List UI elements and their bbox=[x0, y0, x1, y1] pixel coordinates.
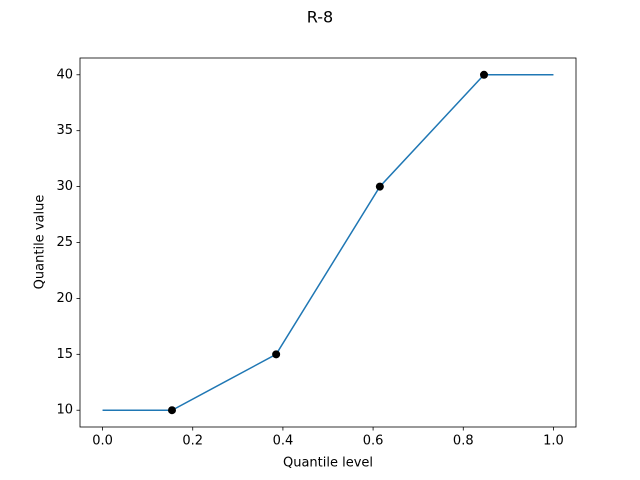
data-point bbox=[272, 350, 281, 359]
y-tick-label: 25 bbox=[56, 235, 73, 250]
y-tick-label: 35 bbox=[56, 123, 73, 138]
plot-frame bbox=[79, 57, 577, 428]
data-point bbox=[480, 70, 489, 79]
x-tick-label: 0.4 bbox=[273, 434, 294, 449]
data-point bbox=[375, 182, 384, 191]
x-tick-label: 0.6 bbox=[363, 434, 384, 449]
x-axis-label: Quantile level bbox=[283, 456, 373, 471]
y-tick-label: 15 bbox=[56, 347, 73, 362]
x-tick-label: 0.2 bbox=[182, 434, 203, 449]
y-tick-label: 20 bbox=[56, 291, 73, 306]
y-tick-label: 30 bbox=[56, 179, 73, 194]
x-tick-label: 0.0 bbox=[92, 434, 113, 449]
x-tick-label: 1.0 bbox=[543, 434, 564, 449]
y-axis-label: Quantile value bbox=[33, 195, 48, 290]
data-point bbox=[167, 406, 176, 415]
y-tick-label: 10 bbox=[56, 403, 73, 418]
chart-title: R-8 bbox=[307, 8, 333, 27]
x-tick-label: 0.8 bbox=[453, 434, 474, 449]
y-tick-label: 40 bbox=[56, 67, 73, 82]
data-line bbox=[102, 74, 554, 411]
